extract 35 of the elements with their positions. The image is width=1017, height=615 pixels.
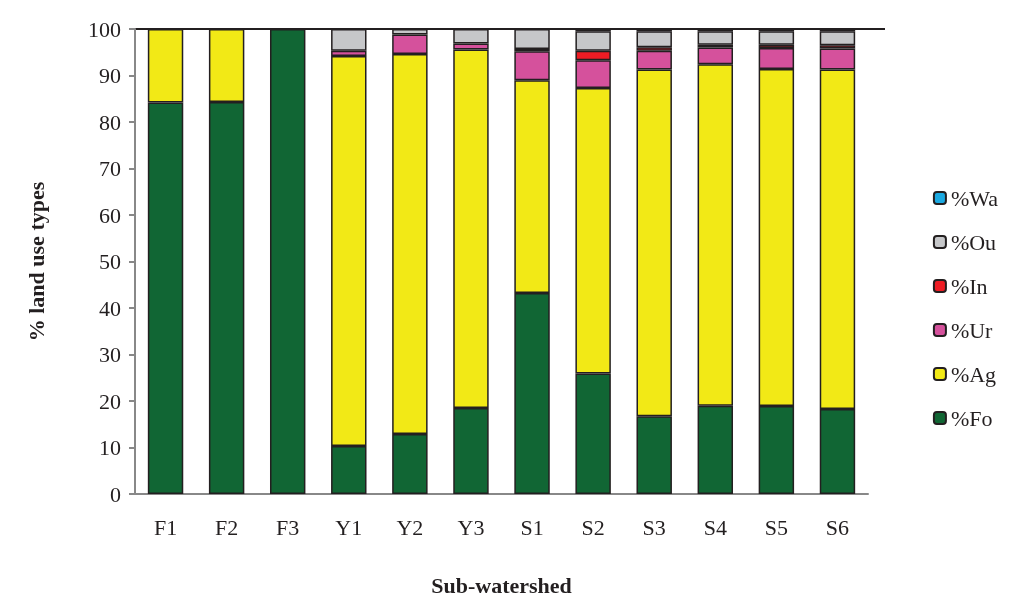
- y-axis-title: % land use types: [23, 181, 49, 342]
- bar: [758, 31, 795, 45]
- y-tick-label: 80: [99, 109, 121, 135]
- x-tick-label: Y1: [335, 514, 363, 540]
- y-tick-label: 10: [99, 435, 121, 460]
- x-tick-label: F2: [215, 514, 239, 540]
- legend-label: %In: [950, 273, 988, 299]
- y-tick-label: 100: [88, 16, 121, 42]
- y-tick-label: 0: [110, 481, 121, 507]
- legend-label: %Fo: [950, 405, 993, 431]
- x-tick-label: S1: [520, 514, 544, 540]
- x-axis-title: Sub-watershed: [431, 572, 572, 598]
- bar: [697, 31, 734, 45]
- bar: [819, 31, 856, 46]
- y-tick-label: 60: [99, 202, 121, 228]
- legend-label: %Ag: [950, 361, 997, 387]
- x-tick-label: S3: [642, 514, 666, 540]
- y-tick-label: 90: [99, 63, 121, 88]
- y-tick-label: 50: [99, 249, 121, 274]
- x-tick-label: S2: [581, 514, 605, 540]
- x-tick-label: S6: [825, 514, 850, 540]
- x-tick-label: Y3: [457, 514, 485, 540]
- y-tick-label: 40: [99, 295, 121, 321]
- y-tick-label: 30: [99, 342, 121, 367]
- x-tick-label: S4: [703, 514, 727, 540]
- x-tick-label: Y2: [396, 514, 424, 540]
- x-tick-label: F1: [153, 514, 178, 540]
- x-tick-label: F3: [276, 514, 300, 540]
- legend-label: %Wa: [950, 185, 999, 211]
- legend-label: %Ur: [950, 317, 994, 343]
- legend-label: %Ou: [950, 229, 997, 255]
- bar: [636, 31, 672, 48]
- y-tick-label: 20: [99, 388, 121, 414]
- x-tick-label: S5: [764, 514, 788, 540]
- y-tick-label: 70: [99, 156, 121, 181]
